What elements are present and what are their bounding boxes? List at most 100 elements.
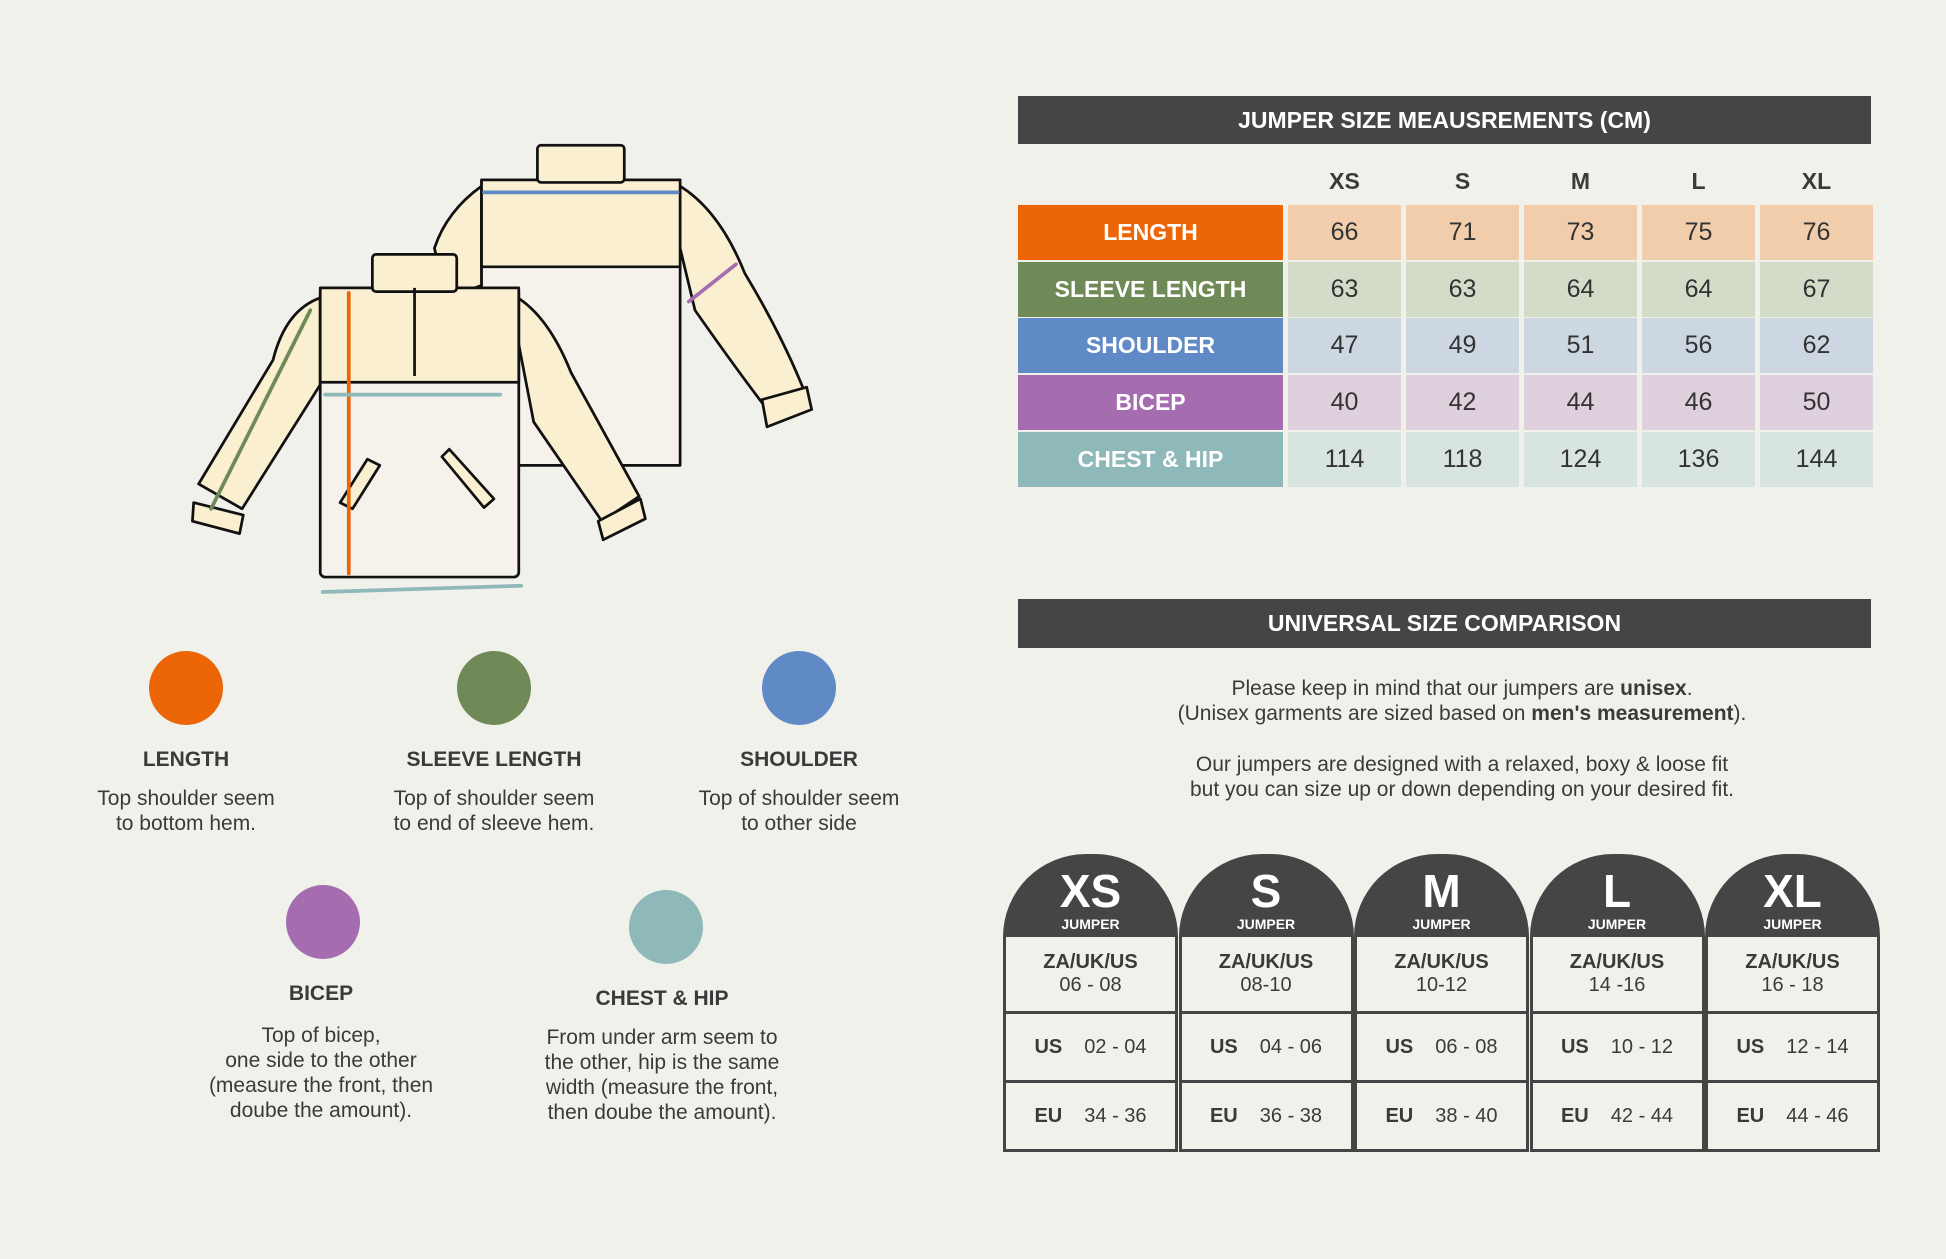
us-cell: US06 - 08 bbox=[1354, 1014, 1529, 1083]
size-column-s: SJUMPERZA/UK/US08-10US04 - 06EU36 - 38 bbox=[1179, 854, 1354, 1152]
legend-sleeve-length-desc: Top of shoulder seemto end of sleeve hem… bbox=[324, 786, 664, 836]
us-value: 04 - 06 bbox=[1260, 1036, 1322, 1059]
measurement-cell: 76 bbox=[1760, 205, 1873, 260]
legend-length-title: LENGTH bbox=[26, 748, 346, 772]
measurement-cell: 63 bbox=[1406, 262, 1519, 317]
mens-measurement-note: (Unisex garments are sized based on men'… bbox=[1012, 701, 1912, 726]
za-label: ZA/UK/US bbox=[1394, 951, 1488, 974]
comparison-title: UNIVERSAL SIZE COMPARISON bbox=[1018, 599, 1871, 648]
eu-cell: EU 42 - 44 bbox=[1530, 1083, 1705, 1152]
us-label: US bbox=[1210, 1036, 1238, 1059]
us-value: 02 - 04 bbox=[1084, 1036, 1146, 1059]
legend-shoulder-desc: Top of shoulder seemto other side bbox=[629, 786, 969, 836]
measurement-cell: 62 bbox=[1760, 318, 1873, 373]
measurement-cell: 50 bbox=[1760, 375, 1873, 430]
size-label: S bbox=[1179, 854, 1354, 914]
eu-value: 36 - 38 bbox=[1260, 1105, 1322, 1128]
measurement-cell: 118 bbox=[1406, 432, 1519, 487]
chest-hip-color-dot bbox=[629, 890, 703, 964]
measurement-cell: 44 bbox=[1524, 375, 1637, 430]
measurement-cell: 64 bbox=[1642, 262, 1755, 317]
za-label: ZA/UK/US bbox=[1745, 951, 1839, 974]
measurements-title: JUMPER SIZE MEAUSREMENTS (CM) bbox=[1018, 96, 1871, 144]
legend-bicep-title: BICEP bbox=[161, 982, 481, 1006]
za-value: 10-12 bbox=[1416, 974, 1467, 997]
za-value: 06 - 08 bbox=[1059, 974, 1121, 997]
fit-note-line2: but you can size up or down depending on… bbox=[1012, 777, 1912, 802]
za-value: 16 - 18 bbox=[1761, 974, 1823, 997]
us-label: US bbox=[1561, 1036, 1589, 1059]
legend-length-desc: Top shoulder seemto bottom hem. bbox=[16, 786, 356, 836]
shoulder-color-dot bbox=[762, 651, 836, 725]
za-uk-us-cell: ZA/UK/US10-12 bbox=[1354, 937, 1529, 1014]
za-label: ZA/UK/US bbox=[1043, 951, 1137, 974]
bicep-color-dot bbox=[286, 885, 360, 959]
measurement-cell: 63 bbox=[1288, 262, 1401, 317]
us-label: US bbox=[1736, 1036, 1764, 1059]
size-header-m: M bbox=[1524, 168, 1637, 195]
us-value: 12 - 14 bbox=[1786, 1036, 1848, 1059]
measurement-cell: 71 bbox=[1406, 205, 1519, 260]
size-sublabel: JUMPER bbox=[1705, 916, 1880, 932]
size-column-m: MJUMPERZA/UK/US10-12US06 - 08EU38 - 40 bbox=[1354, 854, 1529, 1152]
size-dome: XSJUMPER bbox=[1003, 854, 1178, 937]
za-label: ZA/UK/US bbox=[1570, 951, 1664, 974]
legend-sleeve-length-title: SLEEVE LENGTH bbox=[334, 748, 654, 772]
measurement-cell: 75 bbox=[1642, 205, 1755, 260]
size-label: XL bbox=[1705, 854, 1880, 914]
eu-cell: EU34 - 36 bbox=[1003, 1083, 1178, 1152]
legend-chest-hip-desc: From under arm seem tothe other, hip is … bbox=[492, 1025, 832, 1125]
eu-label: EU bbox=[1034, 1105, 1062, 1128]
size-column-xs: XSJUMPERZA/UK/US06 - 08US02 - 04EU34 - 3… bbox=[1003, 854, 1178, 1152]
measurement-cell: 136 bbox=[1642, 432, 1755, 487]
size-label: L bbox=[1530, 854, 1705, 914]
size-sublabel: JUMPER bbox=[1530, 916, 1705, 932]
size-dome: XL JUMPER bbox=[1705, 854, 1880, 937]
size-header-s: S bbox=[1406, 168, 1519, 195]
size-column-l: L JUMPER ZA/UK/US14 -16 US10 - 12 EU 42 - 44 bbox=[1530, 854, 1705, 1152]
eu-label: EU bbox=[1736, 1105, 1764, 1128]
fit-note-line1: Our jumpers are designed with a relaxed,… bbox=[1012, 752, 1912, 777]
row-label: SLEEVE LENGTH bbox=[1018, 262, 1283, 317]
measurement-cell: 47 bbox=[1288, 318, 1401, 373]
measurement-cell: 144 bbox=[1760, 432, 1873, 487]
eu-value: 42 - 44 bbox=[1611, 1105, 1673, 1128]
measurement-cell: 114 bbox=[1288, 432, 1401, 487]
measurement-cell: 46 bbox=[1642, 375, 1755, 430]
measurement-cell: 40 bbox=[1288, 375, 1401, 430]
measurement-cell: 67 bbox=[1760, 262, 1873, 317]
measurement-cell: 42 bbox=[1406, 375, 1519, 430]
size-dome: L JUMPER bbox=[1530, 854, 1705, 937]
measurement-cell: 49 bbox=[1406, 318, 1519, 373]
sleeve-length-color-dot bbox=[457, 651, 531, 725]
eu-label: EU bbox=[1561, 1105, 1589, 1128]
size-dome: M JUMPER bbox=[1354, 854, 1529, 937]
legend-bicep-desc: Top of bicep,one side to the other(measu… bbox=[151, 1023, 491, 1123]
row-label: CHEST & HIP bbox=[1018, 432, 1283, 487]
length-color-dot bbox=[149, 651, 223, 725]
size-column-xl: XL JUMPER ZA/UK/US16 - 18 US 12 - 14 EU 44 - 4… bbox=[1705, 854, 1880, 1152]
size-header-xl: XL bbox=[1760, 168, 1873, 195]
size-sublabel: JUMPER bbox=[1354, 916, 1529, 932]
size-label: M bbox=[1354, 854, 1529, 914]
us-cell: US 04 - 06 bbox=[1179, 1014, 1354, 1083]
us-cell: US10 - 12 bbox=[1530, 1014, 1705, 1083]
legend-shoulder-title: SHOULDER bbox=[639, 748, 959, 772]
measurement-cell: 64 bbox=[1524, 262, 1637, 317]
eu-value: 38 - 40 bbox=[1435, 1105, 1497, 1128]
row-label: SHOULDER bbox=[1018, 318, 1283, 373]
eu-cell: EU38 - 40 bbox=[1354, 1083, 1529, 1152]
size-header-xs: XS bbox=[1288, 168, 1401, 195]
eu-value: 44 - 46 bbox=[1786, 1105, 1848, 1128]
measurement-cell: 73 bbox=[1524, 205, 1637, 260]
size-header-l: L bbox=[1642, 168, 1755, 195]
eu-label: EU bbox=[1210, 1105, 1238, 1128]
us-value: 06 - 08 bbox=[1435, 1036, 1497, 1059]
measurement-cell: 56 bbox=[1642, 318, 1755, 373]
za-value: 14 -16 bbox=[1589, 974, 1646, 997]
us-label: US bbox=[1034, 1036, 1062, 1059]
za-uk-us-cell: ZA/UK/US06 - 08 bbox=[1003, 937, 1178, 1014]
eu-cell: EU 44 - 46 bbox=[1705, 1083, 1880, 1152]
row-label: BICEP bbox=[1018, 375, 1283, 430]
measurement-cell: 66 bbox=[1288, 205, 1401, 260]
